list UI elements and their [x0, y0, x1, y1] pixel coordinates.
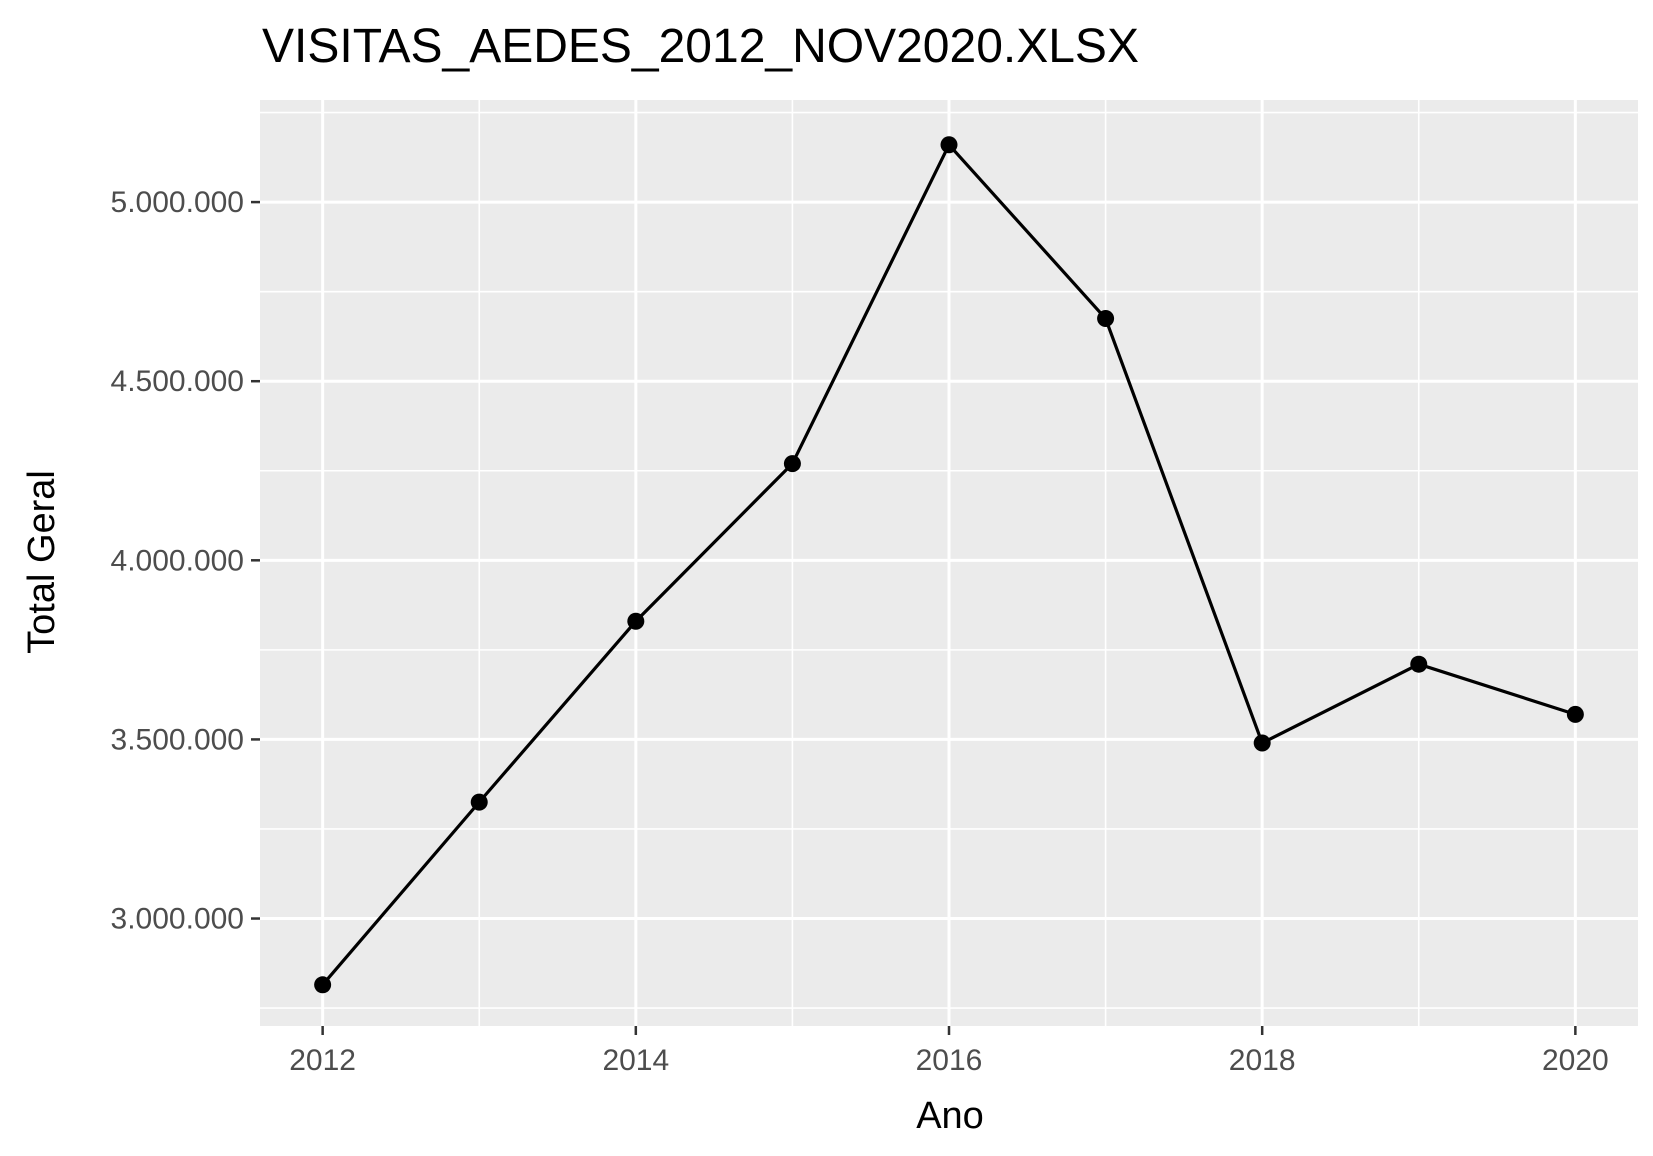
data-point: [627, 612, 645, 630]
chart-title: VISITAS_AEDES_2012_NOV2020.XLSX: [262, 20, 1139, 73]
data-point: [470, 793, 488, 811]
y-tick-label: 3.000.000: [111, 903, 244, 936]
y-tick-label: 4.000.000: [111, 544, 244, 577]
y-tick-label: 4.500.000: [111, 365, 244, 398]
x-tick-label: 2016: [916, 1044, 983, 1077]
x-axis: 2012 2014 2016 2018 2020: [289, 1026, 1609, 1077]
data-point: [314, 976, 332, 994]
y-tick-label: 3.500.000: [111, 723, 244, 756]
data-point: [1097, 310, 1115, 328]
data-point: [783, 455, 801, 473]
data-point: [1566, 705, 1584, 723]
x-tick-label: 2014: [602, 1044, 669, 1077]
y-axis: 3.000.000 3.500.000 4.000.000 4.500.000 5.00…: [111, 186, 260, 936]
y-tick-label: 5.000.000: [111, 186, 244, 219]
x-tick-label: 2020: [1542, 1044, 1609, 1077]
data-point: [1410, 655, 1428, 673]
grid-major: [260, 100, 1638, 1026]
x-tick-label: 2012: [289, 1044, 356, 1077]
x-tick-label: 2018: [1229, 1044, 1296, 1077]
data-point: [1253, 734, 1271, 752]
data-point: [940, 136, 958, 154]
x-axis-title: Ano: [916, 1095, 984, 1137]
y-axis-title: Total Geral: [21, 470, 63, 654]
points-layer: [314, 136, 1584, 994]
